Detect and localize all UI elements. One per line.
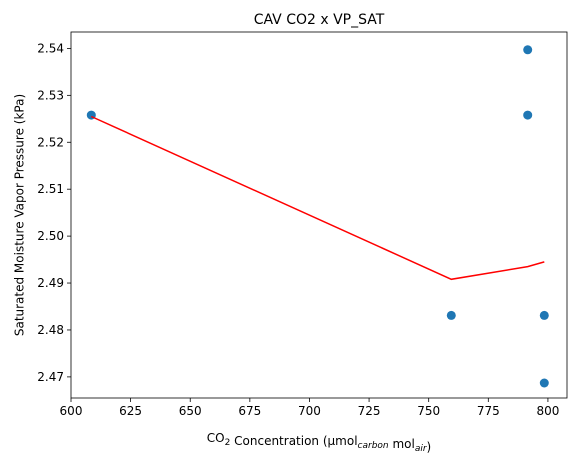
data-point — [539, 378, 549, 388]
x-tick-label: 775 — [477, 404, 500, 418]
chart-title: CAV CO2 x VP_SAT — [254, 12, 385, 28]
x-axis-label: CO2 Concentration (μmolcarbon molair) — [207, 431, 431, 454]
data-point — [446, 310, 456, 320]
data-point — [523, 45, 533, 55]
y-tick-label: 2.47 — [37, 370, 64, 384]
y-tick-label: 2.53 — [37, 88, 64, 102]
y-tick-label: 2.54 — [37, 41, 64, 55]
x-tick-label: 600 — [60, 404, 83, 418]
plot-area — [86, 45, 549, 388]
y-tick-label: 2.52 — [37, 135, 64, 149]
y-axis-label: Saturated Moisture Vapor Pressure (kPa) — [13, 94, 27, 336]
y-tick-label: 2.48 — [37, 323, 64, 337]
y-tick-label: 2.51 — [37, 182, 64, 196]
x-tick-label: 675 — [238, 404, 261, 418]
x-tick-label: 650 — [179, 404, 202, 418]
x-tick-label: 725 — [358, 404, 381, 418]
y-tick-label: 2.50 — [37, 229, 64, 243]
axes-frame — [70, 31, 568, 399]
axes: 600 625 650 675 700 725 750 775 800 2.47 2.48 2.49 2… — [37, 31, 568, 418]
x-tick-label: 800 — [536, 404, 559, 418]
x-tick-label: 750 — [417, 404, 440, 418]
data-point — [523, 110, 533, 120]
trend-line — [90, 115, 545, 281]
x-tick-label: 700 — [298, 404, 321, 418]
data-point — [539, 310, 549, 320]
x-tick-label: 625 — [119, 404, 142, 418]
y-tick-label: 2.49 — [37, 276, 64, 290]
